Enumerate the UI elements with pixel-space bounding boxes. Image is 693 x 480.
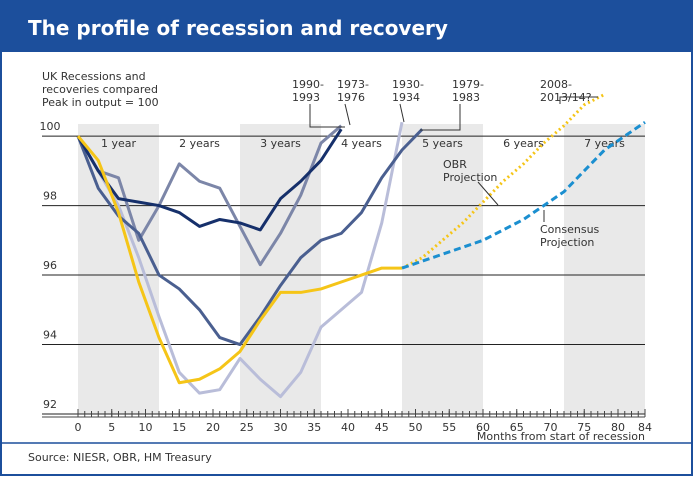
annotation-leader (559, 96, 598, 104)
y-tick-label: 96 (43, 259, 57, 272)
subtitle: UK Recessions and (42, 70, 146, 83)
band-label: 5 years (422, 137, 463, 150)
annotation: 1973- (337, 78, 369, 91)
y-tick-label: 98 (43, 190, 57, 203)
x-tick-label: 25 (240, 421, 254, 434)
band-label: 4 years (341, 137, 382, 150)
band-label: 7 years (584, 137, 625, 150)
annotation-leader (309, 104, 345, 128)
annotation: Projection (443, 171, 497, 184)
x-tick-label: 55 (442, 421, 456, 434)
band-label: 3 years (260, 137, 301, 150)
annotation-leader (344, 103, 351, 126)
x-tick-label: 45 (375, 421, 389, 434)
annotation: 1934 (392, 91, 420, 104)
annotation-leader (420, 104, 461, 131)
annotation: 1976 (337, 91, 365, 104)
source: Source: NIESR, OBR, HM Treasury (28, 451, 212, 464)
y-tick-label: 94 (43, 329, 57, 342)
x-tick-label: 0 (75, 421, 82, 434)
x-tick-label: 60 (476, 421, 490, 434)
x-tick-label: 10 (139, 421, 153, 434)
subtitle: Peak in output = 100 (42, 96, 159, 109)
x-axis-label: Months from start of recession (477, 430, 645, 443)
x-tick-label: 40 (341, 421, 355, 434)
annotation-leader (399, 103, 405, 123)
x-tick-label: 65 (510, 421, 524, 434)
title-bar (0, 0, 693, 52)
annotation: 1979- (452, 78, 484, 91)
annotation: 1983 (452, 91, 480, 104)
annotation-leader (477, 181, 499, 206)
year-band (402, 124, 483, 414)
annotation: 1993 (292, 91, 320, 104)
x-tick-label: 30 (274, 421, 288, 434)
x-tick-label: 70 (544, 421, 558, 434)
series-line (76, 121, 404, 399)
y-tick-label: 92 (43, 398, 57, 411)
x-tick-label: 50 (409, 421, 423, 434)
annotation: 1990- (292, 78, 324, 91)
x-tick-label: 35 (307, 421, 321, 434)
annotation: 1930- (392, 78, 424, 91)
band-label: 6 years (503, 137, 544, 150)
subtitle: recoveries compared (42, 83, 158, 96)
series-line (401, 93, 606, 270)
x-tick-label: 75 (577, 421, 591, 434)
annotation: OBR (443, 158, 467, 171)
band-label: 2 years (179, 137, 220, 150)
x-tick-label: 80 (611, 421, 625, 434)
annotation: 2008- (540, 78, 572, 91)
chart-title: The profile of recession and recovery (28, 16, 448, 40)
year-band (564, 124, 645, 414)
series-line (76, 128, 424, 347)
series-line (76, 128, 343, 232)
series-line (76, 124, 343, 267)
y-tick-label: 100 (40, 120, 61, 133)
series-line (76, 135, 402, 385)
band-label: 1 year (101, 137, 137, 150)
annotation: Projection (540, 236, 594, 249)
x-tick-label: 5 (108, 421, 115, 434)
x-tick-label: 15 (172, 421, 186, 434)
x-tick-label: 20 (206, 421, 220, 434)
annotation: Consensus (540, 223, 600, 236)
x-tick-label: 84 (638, 421, 652, 434)
